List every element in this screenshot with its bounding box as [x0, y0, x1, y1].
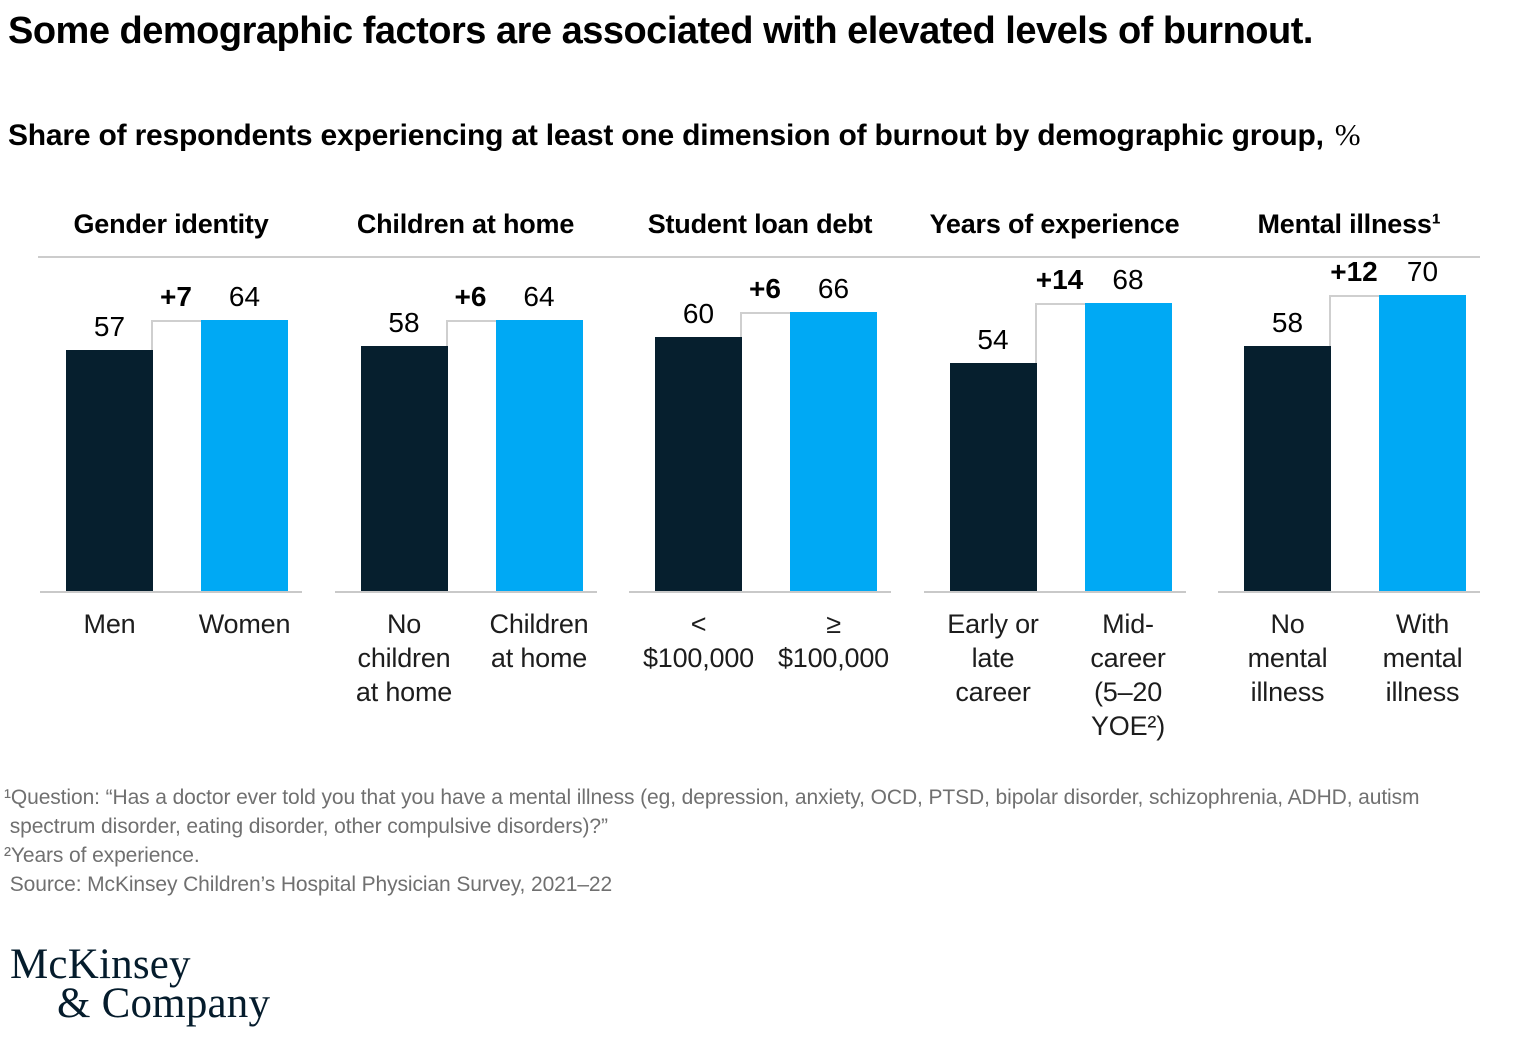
group-header: Years of experience [929, 209, 1180, 239]
chart-unit-label: % [1334, 117, 1361, 152]
base-bar [360, 346, 448, 591]
group-category-labels: No mental illness With mental illness [1218, 593, 1480, 745]
base-bar-value-label: 54 [977, 324, 1009, 355]
comparison-bar-value-label: 68 [1112, 264, 1144, 295]
delta-value-label: +6 [454, 281, 487, 312]
group-header: Children at home [356, 209, 575, 239]
delta-value-label: +14 [1035, 264, 1084, 295]
chart-subtitle: Share of respondents experiencing at lea… [8, 116, 1536, 154]
group-plot-area: 57 +7 64 [40, 256, 302, 593]
source-line: Source: McKinsey Children’s Hospital Phy… [4, 873, 613, 896]
comparison-bar-category-label: Children at home [489, 609, 589, 673]
footnotes: ¹Question: “Has a doctor ever told you t… [4, 783, 1496, 899]
base-bar [655, 337, 742, 591]
delta-value-label: +6 [749, 273, 781, 304]
comparison-bar [1379, 295, 1466, 591]
group-plot-area: 58 +6 64 [334, 256, 597, 593]
base-bar-value-label: 58 [388, 307, 420, 338]
delta-bridge-bar [1329, 295, 1379, 591]
comparison-bar-category-label: Mid- career (5–20 YOE²) [1090, 609, 1166, 741]
comparison-bar-value-label: 64 [523, 281, 555, 312]
mckinsey-logo-line1: McKinsey [10, 941, 191, 988]
chart-groups-row: Gender identity 57 +7 64 Men Women Child… [40, 209, 1480, 745]
group-plot-area: 54 +14 68 [923, 256, 1186, 593]
group-category-labels: < $100,000 ≥ $100,000 [629, 593, 891, 745]
comparison-bar [201, 320, 288, 591]
page-title: Some demographic factors are associated … [8, 10, 1313, 52]
chart-group: Years of experience 54 +14 68 Early or l… [923, 209, 1186, 745]
chart-subtitle-text: Share of respondents experiencing at lea… [8, 119, 1324, 152]
delta-bridge-bar [740, 312, 790, 591]
comparison-bar-category-label: Women [198, 609, 291, 639]
group-header: Gender identity [73, 209, 269, 239]
chart-group: Gender identity 57 +7 64 Men Women [40, 209, 302, 745]
base-bar-category-label: No mental illness [1247, 609, 1328, 707]
base-bar-category-label: Early or late career [947, 609, 1039, 707]
footnote-1: ¹Question: “Has a doctor ever told you t… [4, 786, 1420, 838]
group-category-labels: Men Women [40, 593, 302, 745]
delta-bridge-bar [151, 320, 201, 591]
chart-group: Student loan debt 60 +6 66 < $100,000 ≥ … [629, 209, 891, 745]
group-category-labels: No children at home Children at home [335, 593, 597, 745]
delta-bridge-bar [1034, 303, 1085, 591]
chart-group: Mental illness¹ 58 +12 70 No mental illn… [1218, 209, 1480, 745]
base-bar-value-label: 57 [93, 311, 126, 342]
comparison-bar-value-label: 70 [1406, 256, 1439, 287]
delta-bridge-bar [445, 320, 496, 591]
base-bar-value-label: 60 [682, 298, 715, 329]
base-bar [949, 363, 1037, 591]
base-bar [66, 350, 153, 591]
footnote-2: ²Years of experience. [4, 844, 200, 867]
comparison-bar-value-label: 66 [817, 273, 850, 304]
comparison-bar [495, 320, 583, 591]
comparison-bar-value-label: 64 [228, 281, 261, 312]
group-plot-area: 58 +12 70 [1218, 256, 1480, 593]
comparison-bar [1084, 303, 1172, 591]
base-bar-value-label: 58 [1271, 307, 1304, 338]
group-plot-area: 60 +6 66 [629, 256, 891, 593]
mckinsey-logo: McKinsey & Company [10, 941, 1536, 1027]
group-header: Student loan debt [647, 209, 873, 239]
chart-group: Children at home 58 +6 64 No children at… [334, 209, 597, 745]
mckinsey-logo-line2: & Company [57, 980, 271, 1027]
delta-value-label: +12 [1330, 256, 1378, 287]
base-bar-category-label: Men [83, 609, 136, 639]
header-divider-line [38, 256, 1480, 258]
comparison-bar-category-label: ≥ $100,000 [777, 609, 889, 673]
delta-value-label: +7 [160, 281, 192, 312]
base-bar-category-label: No children at home [355, 609, 453, 707]
group-header: Mental illness¹ [1257, 209, 1441, 239]
base-bar-category-label: < $100,000 [642, 609, 754, 673]
base-bar [1244, 346, 1331, 591]
bar-chart: Gender identity 57 +7 64 Men Women Child… [38, 209, 1480, 745]
group-category-labels: Early or late career Mid- career (5–20 Y… [924, 593, 1186, 745]
comparison-bar [790, 312, 877, 591]
comparison-bar-category-label: With mental illness [1382, 609, 1463, 707]
